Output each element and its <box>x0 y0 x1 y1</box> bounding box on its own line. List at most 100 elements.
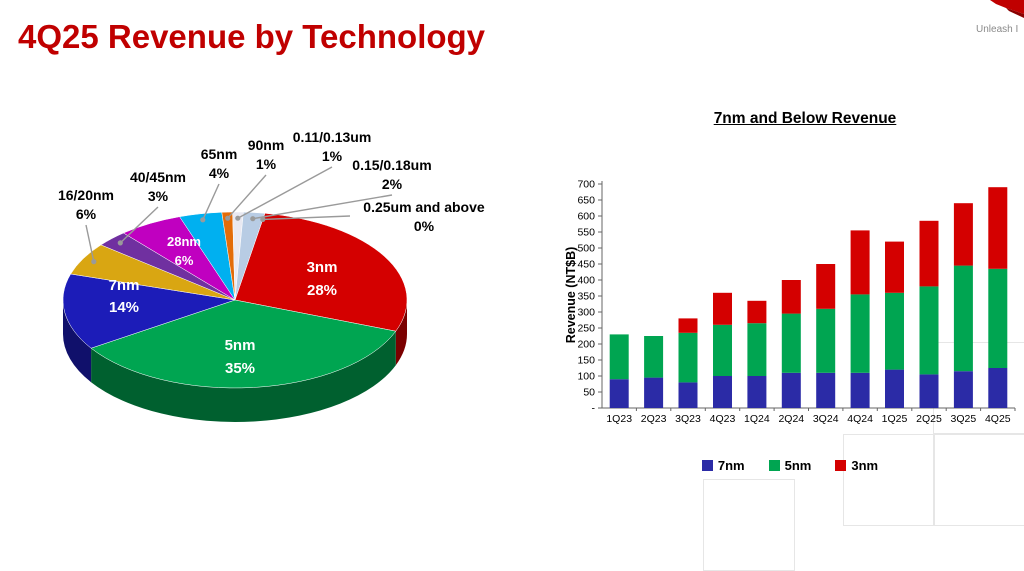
bar-7nm-3Q24 <box>816 372 836 408</box>
bar-3nm-2Q25 <box>919 220 939 287</box>
bar-5nm-3Q24 <box>816 308 836 373</box>
bar-7nm-4Q25 <box>988 368 1008 408</box>
bar-7nm-1Q24 <box>747 376 767 408</box>
legend-label-7nm: 7nm <box>717 458 745 473</box>
bar-7nm-1Q25 <box>885 369 904 408</box>
bar-7nm-1Q23 <box>609 379 629 408</box>
pie-leader-line <box>262 215 351 221</box>
bar-5nm-4Q24 <box>850 294 870 373</box>
pie-leader-dot <box>225 215 231 221</box>
bar-7nm-2Q24 <box>781 372 801 408</box>
y-tick-label: 600 <box>577 211 595 223</box>
bar-3nm-3Q25 <box>953 203 973 266</box>
y-tick-label: 250 <box>577 323 595 335</box>
pie-leader-dot <box>235 215 241 221</box>
pie-leader-line <box>85 224 95 262</box>
x-tick-label: 3Q24 <box>813 413 839 425</box>
bar-5nm-4Q23 <box>713 324 732 376</box>
bar-7nm-4Q23 <box>713 376 732 408</box>
bar-chart-title: 7nm and Below Revenue <box>713 110 897 127</box>
legend-swatch-5nm <box>768 460 780 471</box>
pie-slice-5nm <box>90 299 397 389</box>
bar-3nm-4Q25 <box>988 187 1008 269</box>
bar-3nm-1Q24 <box>747 300 767 324</box>
bar-5nm-1Q24 <box>747 323 767 376</box>
y-tick-label: 400 <box>577 275 595 287</box>
pie-value-3nm: 28% <box>307 282 337 299</box>
bar-3nm-4Q24 <box>850 230 870 295</box>
pie-label-3nm: 3nm <box>307 259 338 276</box>
bar-5nm-3Q25 <box>953 265 973 372</box>
y-tick-label: 500 <box>577 243 595 255</box>
pie-label-40/45nm: 40/45nm <box>130 169 186 185</box>
pie-value-7nm: 14% <box>109 299 139 316</box>
bar-5nm-4Q25 <box>988 268 1008 368</box>
x-tick-label: 2Q23 <box>641 413 667 425</box>
pie-value-0.25um and above: 0% <box>414 218 435 234</box>
pie-leader-line <box>252 194 393 220</box>
bar-5nm-1Q25 <box>885 292 904 370</box>
legend-item-3nm: 3nm <box>835 458 878 473</box>
bar-5nm-2Q24 <box>781 313 801 373</box>
pie-leader-line <box>227 174 267 219</box>
pie-label-16/20nm: 16/20nm <box>58 187 114 203</box>
pie-label-5nm: 5nm <box>225 337 256 354</box>
bar-3nm-3Q24 <box>816 264 836 309</box>
slide-title: 4Q25 Revenue by Technology <box>18 18 486 55</box>
x-tick-label: 1Q23 <box>606 413 632 425</box>
bar-5nm-2Q25 <box>919 286 939 375</box>
pie-label-0.25um and above: 0.25um and above <box>363 199 485 215</box>
bar-3nm-3Q23 <box>678 318 698 333</box>
pie-leader-dot <box>250 216 256 222</box>
company-logo-icon <box>990 0 1024 18</box>
x-tick-label: 3Q25 <box>951 413 977 425</box>
logo-tagline: Unleash I <box>976 24 1019 35</box>
x-tick-label: 4Q23 <box>710 413 736 425</box>
pie-leader-dot <box>91 259 97 265</box>
pie-value-16/20nm: 6% <box>76 206 97 222</box>
background-decoration-square <box>933 434 1024 526</box>
pie-label-0.15/0.18um: 0.15/0.18um <box>352 157 431 173</box>
pie-value-5nm: 35% <box>225 360 255 377</box>
pie-label-0.11/0.13um: 0.11/0.13um <box>293 129 372 145</box>
legend-item-7nm: 7nm <box>701 458 745 473</box>
bar-7nm-4Q24 <box>850 372 870 408</box>
pie-slice-side-7nm <box>63 300 92 383</box>
bar-7nm-2Q25 <box>919 374 939 408</box>
y-tick-label: 450 <box>577 259 595 271</box>
bar-3nm-1Q25 <box>885 241 904 293</box>
y-tick-label: 650 <box>577 195 595 207</box>
pie-value-65nm: 4% <box>209 165 230 181</box>
y-tick-label: 200 <box>577 339 595 351</box>
bar-5nm-2Q23 <box>644 336 664 378</box>
legend-label-3nm: 3nm <box>851 458 879 473</box>
x-tick-label: 2Q25 <box>916 413 942 425</box>
bar-5nm-3Q23 <box>678 332 698 383</box>
y-tick-label: - <box>592 403 596 415</box>
bar-7nm-3Q25 <box>953 371 973 408</box>
bar-chart-legend: 7nm 5nm 3nm <box>560 458 1020 473</box>
pie-leader-dot <box>200 217 206 223</box>
pie-label-28nm: 28nm <box>167 234 201 249</box>
background-decoration-square <box>703 479 795 571</box>
pie-value-28nm: 6% <box>175 253 194 268</box>
x-tick-label: 3Q23 <box>675 413 701 425</box>
pie-chart: 3nm 28% 5nm 35% 7nm 14% 16/20nm 6% 40/45nm 3% 28nm… <box>58 129 485 422</box>
y-tick-label: 150 <box>577 355 595 367</box>
pie-value-40/45nm: 3% <box>148 188 169 204</box>
x-tick-label: 4Q24 <box>847 413 873 425</box>
x-tick-label: 4Q25 <box>985 413 1011 425</box>
pie-value-0.15/0.18um: 2% <box>382 176 403 192</box>
pie-leader-dot <box>117 240 123 246</box>
y-tick-label: 550 <box>577 227 595 239</box>
pie-slice-0.15/0.18um <box>234 211 266 301</box>
x-tick-label: 1Q25 <box>882 413 908 425</box>
pie-value-90nm: 1% <box>256 156 277 172</box>
pie-label-90nm: 90nm <box>248 137 285 153</box>
pie-leader-line <box>237 166 333 219</box>
y-tick-label: 300 <box>577 307 595 319</box>
background-decoration-square <box>843 434 935 526</box>
y-tick-label: 350 <box>577 291 595 303</box>
pie-leader-dot <box>260 216 266 222</box>
pie-leader-line <box>119 206 159 244</box>
